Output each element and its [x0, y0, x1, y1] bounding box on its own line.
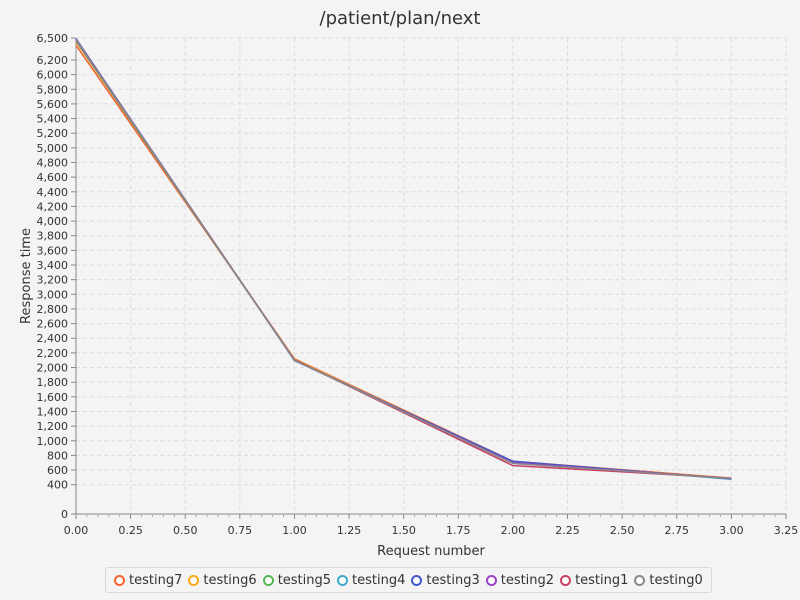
legend-label: testing6 — [203, 572, 257, 588]
y-tick-label: 3,400 — [37, 259, 69, 272]
legend-item: testing6 — [188, 572, 257, 588]
y-tick-label: 6,200 — [37, 54, 69, 67]
y-tick-label: 1,400 — [37, 405, 69, 418]
y-tick-label: 2,800 — [37, 303, 69, 316]
y-tick-label: 4,800 — [37, 156, 69, 169]
series-lines — [75, 38, 732, 480]
legend-item: testing7 — [114, 573, 182, 588]
x-tick-label: 0.25 — [118, 524, 143, 537]
y-tick-label: 400 — [47, 479, 68, 492]
legend-label: testing0 — [649, 572, 703, 588]
y-tick-label: 6,000 — [37, 69, 69, 82]
x-tick-label: 2.75 — [665, 524, 690, 537]
x-axis-ticks: 0.00 0.25 0.50 0.75 1.00 1.25 1.50 1.75 2.00 2.25… — [64, 514, 799, 537]
y-tick-label: 6,500 — [37, 32, 69, 45]
x-tick-label: 1.25 — [337, 524, 362, 537]
y-axis-label: Response time — [19, 228, 34, 324]
x-tick-label: 1.75 — [446, 524, 471, 537]
y-tick-label: 1,200 — [37, 420, 69, 433]
legend-swatch-icon — [485, 574, 497, 586]
y-tick-label: 800 — [47, 449, 68, 462]
y-tick-label: 3,600 — [37, 244, 69, 257]
legend-item: testing2 — [485, 572, 555, 588]
y-tick-label: 4,000 — [37, 215, 69, 228]
y-tick-label: 1,800 — [37, 376, 69, 389]
legend-swatch-icon — [560, 574, 572, 586]
y-tick-label: 0 — [61, 508, 68, 521]
legend-item: testing0 — [634, 572, 703, 588]
y-tick-label: 5,000 — [37, 142, 69, 155]
x-tick-label: 0.00 — [64, 524, 89, 537]
legend-item: testing5 — [262, 572, 332, 588]
legend: testing7 testing6 testing5 testing4 testing3… — [105, 567, 712, 593]
legend-label: testing5 — [277, 572, 332, 588]
y-tick-label: 3,200 — [37, 274, 69, 287]
x-tick-label: 1.50 — [391, 524, 416, 537]
x-tick-label: 0.75 — [228, 524, 253, 537]
x-tick-label: 2.50 — [610, 524, 635, 537]
axes — [75, 38, 786, 515]
chart-title: /patient/plan/next — [320, 8, 481, 29]
x-axis-label: Request number — [377, 544, 485, 559]
x-tick-label: 1.00 — [282, 524, 307, 537]
legend-swatch-icon — [188, 574, 200, 586]
y-tick-label: 4,200 — [37, 200, 69, 213]
legend-swatch-icon — [114, 574, 125, 586]
y-tick-label: 1,000 — [37, 435, 69, 448]
y-tick-label: 3,800 — [37, 230, 69, 243]
legend-label: testing4 — [352, 572, 406, 588]
series-line-testing0 — [75, 39, 732, 480]
x-tick-label: 3.00 — [719, 524, 744, 537]
y-tick-label: 2,200 — [37, 347, 69, 360]
y-tick-label: 600 — [47, 464, 68, 477]
legend-label: testing7 — [129, 572, 183, 588]
x-tick-label: 2.00 — [501, 524, 526, 537]
y-tick-label: 2,400 — [37, 332, 69, 345]
grid-lines — [75, 37, 787, 515]
y-tick-label: 2,000 — [37, 362, 69, 375]
x-tick-label: 3.25 — [774, 524, 799, 537]
y-tick-label: 4,600 — [37, 171, 69, 184]
y-tick-label: 5,800 — [37, 83, 69, 96]
y-tick-label: 1,600 — [37, 391, 69, 404]
legend-item: testing3 — [411, 572, 480, 588]
legend-label: testing3 — [426, 572, 480, 588]
y-tick-label: 2,600 — [37, 318, 69, 331]
legend-swatch-icon — [262, 574, 274, 586]
x-tick-label: 2.25 — [555, 524, 580, 537]
legend-label: testing1 — [575, 572, 629, 588]
x-tick-label: 0.50 — [173, 524, 198, 537]
legend-swatch-icon — [411, 574, 423, 586]
legend-swatch-icon — [634, 574, 646, 586]
y-tick-label: 5,600 — [37, 98, 69, 111]
y-tick-label: 5,400 — [37, 113, 69, 126]
legend-swatch-icon — [337, 574, 349, 586]
y-tick-label: 5,200 — [37, 127, 69, 140]
legend-label: testing2 — [500, 572, 555, 588]
y-tick-label: 3,000 — [37, 288, 69, 301]
legend-item: testing1 — [560, 573, 628, 588]
legend-item: testing4 — [337, 573, 405, 588]
y-tick-label: 4,400 — [37, 186, 69, 199]
